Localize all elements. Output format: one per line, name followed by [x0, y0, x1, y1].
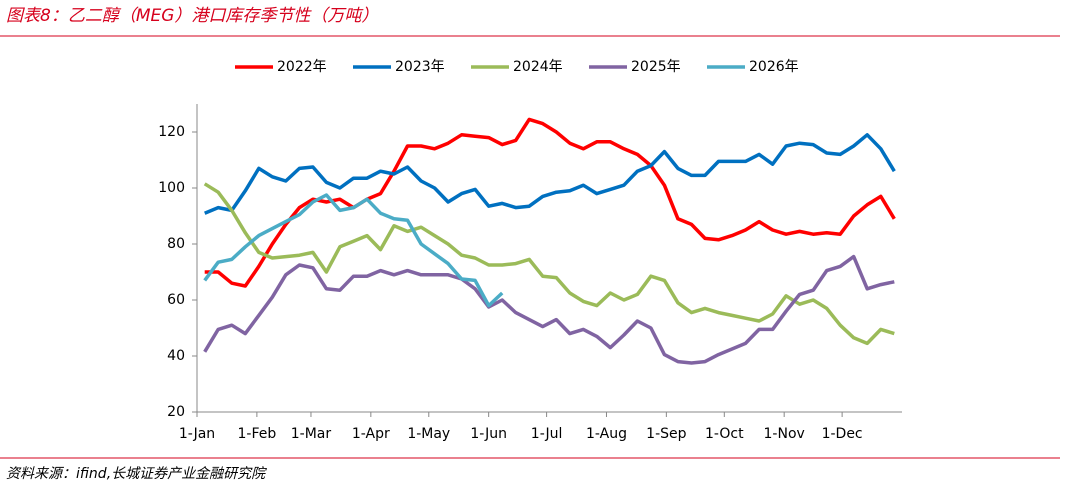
legend-label: 2023年 [395, 59, 445, 75]
x-tick-label: 1-May [407, 426, 450, 442]
y-tick-label: 40 [167, 348, 185, 364]
x-tick-label: 1-Dec [822, 426, 863, 442]
x-tick-label: 1-Jun [470, 426, 507, 442]
x-tick-label: 1-Jul [531, 426, 563, 442]
source: 资料来源：ifind,长城证券产业金融研究院 [6, 466, 267, 482]
x-tick-label: 1-Sep [646, 426, 686, 442]
y-tick-label: 60 [167, 292, 185, 308]
legend-label: 2026年 [749, 59, 799, 75]
chart-title: 图表8：乙二醇（MEG）港口库存季节性（万吨） [6, 6, 378, 26]
y-tick-label: 20 [167, 404, 185, 420]
legend-label: 2024年 [513, 59, 563, 75]
x-tick-label: 1-Jan [179, 426, 215, 442]
x-tick-label: 1-Apr [352, 426, 390, 442]
series-line [204, 133, 896, 215]
series-line [203, 193, 504, 308]
x-tick-label: 1-Aug [586, 426, 627, 442]
legend-label: 2022年 [277, 59, 327, 75]
series-line [204, 117, 896, 288]
y-tick-label: 120 [158, 124, 185, 140]
y-tick-label: 100 [158, 180, 185, 196]
y-tick-label: 80 [167, 236, 185, 252]
series-line [203, 254, 895, 365]
series-line [203, 182, 895, 346]
legend-label: 2025年 [631, 59, 681, 75]
x-tick-label: 1-Nov [764, 426, 805, 442]
x-tick-label: 1-Mar [291, 426, 332, 442]
x-tick-label: 1-Feb [238, 426, 277, 442]
x-tick-label: 1-Oct [705, 426, 744, 442]
